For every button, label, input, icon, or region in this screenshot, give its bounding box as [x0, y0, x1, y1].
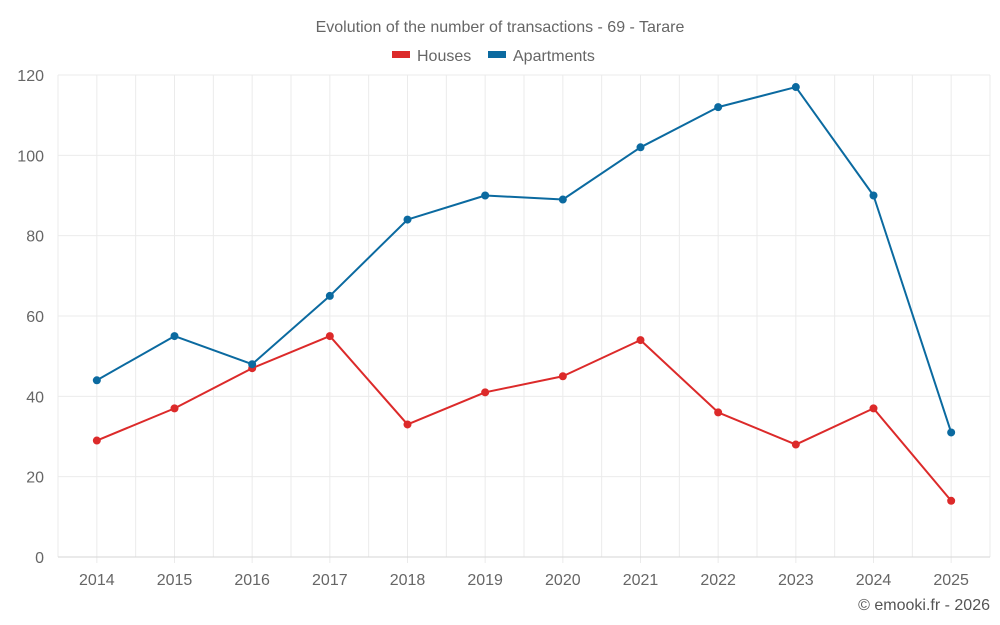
- x-tick-label: 2020: [545, 572, 581, 589]
- data-point[interactable]: [481, 388, 490, 397]
- data-point[interactable]: [869, 404, 878, 413]
- data-point[interactable]: [92, 436, 101, 445]
- x-axis: 2014 2015 2016 2017 2018 2019 2020 2021 2022 2023…: [79, 572, 969, 589]
- y-tick-label: 60: [26, 309, 44, 326]
- x-tick-label: 2022: [700, 572, 736, 589]
- legend-swatch: [392, 51, 410, 58]
- credit-text: © emooki.fr - 2026: [858, 597, 990, 614]
- x-tick-label: 2025: [933, 572, 969, 589]
- data-point[interactable]: [714, 408, 723, 417]
- data-point[interactable]: [791, 83, 800, 92]
- series-apartments: [92, 83, 956, 437]
- x-tick-label: 2019: [467, 572, 503, 589]
- data-point[interactable]: [481, 191, 490, 200]
- series-line-houses: [96, 335, 952, 502]
- data-point[interactable]: [558, 372, 567, 381]
- series-group: [92, 83, 956, 505]
- data-point[interactable]: [636, 143, 645, 152]
- x-tick-label: 2021: [623, 572, 659, 589]
- data-point[interactable]: [636, 336, 645, 345]
- series-line-apartments: [96, 86, 953, 433]
- y-tick-label: 80: [26, 229, 44, 246]
- data-point[interactable]: [170, 332, 179, 341]
- data-point[interactable]: [325, 332, 334, 341]
- x-tick-label: 2018: [390, 572, 426, 589]
- data-point[interactable]: [791, 440, 800, 449]
- legend: Houses Apartments: [392, 48, 595, 65]
- data-point[interactable]: [248, 360, 257, 369]
- x-tick-label: 2014: [79, 572, 115, 589]
- series-houses: [92, 332, 956, 505]
- y-tick-label: 120: [17, 68, 44, 85]
- chart-title: Evolution of the number of transactions …: [316, 19, 685, 36]
- x-tick-label: 2023: [778, 572, 814, 589]
- y-axis: 0 20 40 60 80 100 120: [17, 68, 44, 567]
- data-point[interactable]: [869, 191, 878, 200]
- data-point[interactable]: [947, 428, 956, 437]
- x-tick-label: 2024: [856, 572, 892, 589]
- y-tick-label: 100: [17, 148, 44, 165]
- data-point[interactable]: [403, 215, 412, 224]
- data-point[interactable]: [170, 404, 179, 413]
- legend-label: Houses: [417, 48, 471, 65]
- y-tick-label: 20: [26, 470, 44, 487]
- x-tick-label: 2016: [234, 572, 270, 589]
- y-tick-label: 0: [35, 550, 44, 567]
- data-point[interactable]: [558, 195, 567, 204]
- legend-item-apartments[interactable]: Apartments: [488, 48, 595, 65]
- data-point[interactable]: [92, 376, 101, 385]
- legend-label: Apartments: [513, 48, 595, 65]
- legend-swatch: [488, 51, 506, 58]
- data-point[interactable]: [714, 103, 723, 112]
- data-point[interactable]: [325, 291, 334, 300]
- y-tick-label: 40: [26, 389, 44, 406]
- data-point[interactable]: [947, 496, 956, 505]
- x-tick-label: 2017: [312, 572, 348, 589]
- data-point[interactable]: [403, 420, 412, 429]
- legend-item-houses[interactable]: Houses: [392, 48, 471, 65]
- grid: [57, 74, 991, 563]
- x-tick-label: 2015: [157, 572, 193, 589]
